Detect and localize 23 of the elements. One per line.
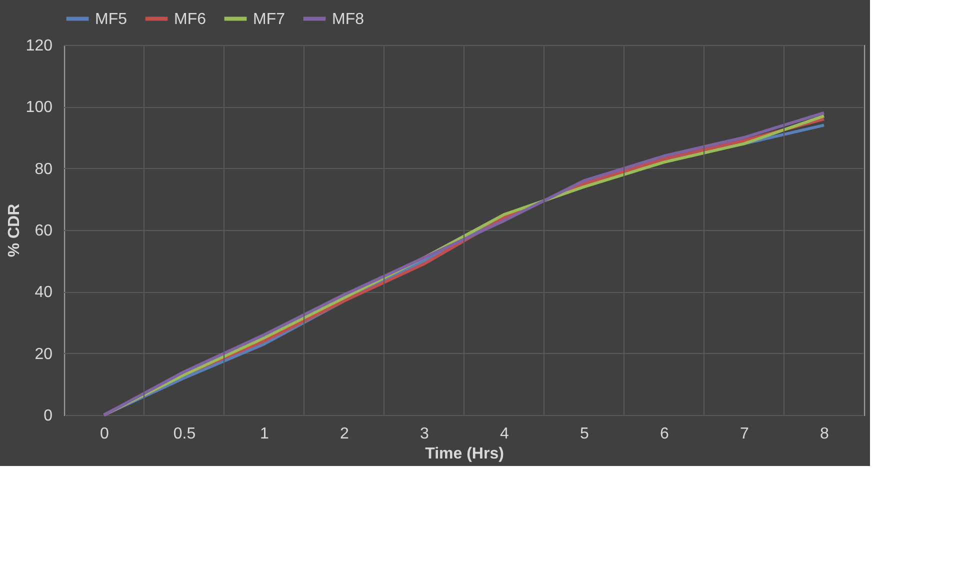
y-tick-label: 100 (26, 99, 53, 116)
x-tick-label: 8 (820, 426, 830, 442)
x-tick-label: 2 (340, 426, 350, 442)
x-tick-label: 6 (660, 426, 670, 442)
y-tick-label: 40 (34, 284, 53, 302)
x-tick-label: 3 (420, 426, 430, 442)
y-axis-title: % CDR (6, 203, 23, 258)
x-tick-label: 0 (100, 426, 110, 442)
legend-label: MF5 (95, 10, 128, 28)
x-tick-label: 4 (500, 426, 510, 442)
x-tick-label: 1 (260, 426, 270, 442)
legend-label: MF8 (332, 10, 364, 28)
legend-label: MF6 (174, 10, 206, 28)
x-tick-label: 5 (580, 426, 590, 442)
y-tick-label: 0 (44, 408, 53, 424)
y-tick-label: 120 (26, 38, 53, 54)
y-tick-label: 20 (34, 346, 53, 363)
x-axis-title: Time (Hrs) (425, 446, 504, 462)
x-tick-label: 7 (740, 426, 750, 442)
x-tick-label: 0.5 (173, 426, 196, 442)
y-tick-label: 80 (34, 160, 53, 178)
y-tick-label: 60 (34, 222, 53, 240)
legend-label: MF7 (253, 10, 286, 28)
